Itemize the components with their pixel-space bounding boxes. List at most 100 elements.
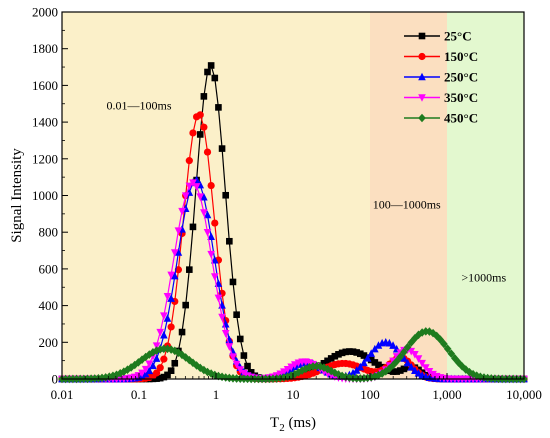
data-point: [407, 362, 416, 371]
t2-regions: [62, 12, 524, 379]
data-point: [418, 328, 426, 337]
data-point: [469, 369, 477, 379]
x-tick-label: 10,000: [506, 387, 542, 402]
data-point: [127, 363, 135, 372]
data-point: [400, 354, 408, 362]
data-point: [338, 349, 346, 357]
data-point: [167, 271, 175, 280]
data-point: [200, 209, 208, 217]
data-point: [186, 266, 193, 273]
data-point: [160, 373, 168, 381]
data-point: [178, 350, 186, 360]
data-point: [160, 312, 168, 320]
legend: 25°C 150°C 250°C 350°C 450°C: [404, 29, 478, 126]
data-point: [352, 366, 361, 374]
data-point: [229, 353, 237, 362]
region-labels: 0.01—100ms 100—1000ms >1000ms: [106, 98, 506, 284]
data-point: [185, 157, 193, 165]
data-point: [374, 370, 383, 380]
data-point: [353, 349, 360, 356]
data-point: [363, 354, 372, 362]
legend-marker: [418, 52, 426, 61]
data-point: [298, 366, 306, 375]
data-point: [152, 354, 161, 362]
y-axis-ticks: 0 200 400 600 800 1000 1200 1400 1600 1800 2000: [32, 5, 68, 387]
data-point: [421, 327, 430, 336]
data-point: [196, 111, 204, 119]
data-point: [375, 361, 382, 369]
y-tick-label: 600: [39, 261, 59, 276]
data-point: [163, 293, 172, 301]
data-point: [170, 271, 179, 280]
region-label-1: 0.01—100ms: [106, 98, 171, 112]
data-point: [403, 358, 412, 367]
data-point: [356, 350, 364, 358]
data-point: [244, 362, 251, 370]
legend-label: 350°C: [444, 90, 478, 105]
data-point: [134, 358, 143, 367]
data-point: [218, 313, 226, 322]
data-point: [178, 328, 186, 336]
data-point: [458, 362, 466, 371]
data-point: [141, 369, 150, 378]
data-point: [229, 278, 237, 286]
data-point: [342, 348, 350, 356]
data-point: [360, 358, 368, 367]
data-point: [374, 341, 383, 349]
legend-marker: [418, 113, 426, 123]
x-tick-label: 1,000: [432, 387, 461, 402]
data-point: [156, 374, 164, 382]
data-point: [225, 343, 234, 351]
data-point: [152, 342, 161, 350]
data-point: [367, 356, 375, 364]
data-point: [211, 219, 219, 227]
data-point: [149, 361, 157, 370]
data-point: [174, 227, 183, 235]
region-band-3: [447, 12, 524, 379]
data-point: [109, 371, 117, 381]
data-point: [181, 192, 190, 200]
data-point: [287, 371, 295, 380]
data-point: [360, 352, 368, 359]
data-point: [356, 362, 365, 371]
data-point: [145, 366, 154, 375]
data-point: [287, 363, 295, 372]
data-point: [145, 350, 154, 359]
data-point: [472, 371, 481, 380]
legend-label: 25°C: [444, 29, 472, 44]
x-tick-label: 100: [360, 387, 380, 402]
data-point: [192, 183, 201, 191]
data-point: [432, 331, 441, 341]
legend-label: 250°C: [444, 70, 478, 85]
data-point: [203, 148, 212, 156]
y-tick-label: 200: [39, 335, 59, 350]
data-point: [393, 368, 400, 375]
data-point: [196, 363, 205, 373]
data-point: [349, 368, 357, 377]
data-point: [152, 369, 161, 377]
legend-marker: [418, 94, 426, 102]
data-point: [210, 370, 219, 380]
data-point: [203, 228, 212, 237]
legend-item-150-c: 150°C: [404, 49, 478, 64]
data-point: [429, 328, 437, 338]
data-point: [192, 361, 201, 370]
data-point: [174, 248, 183, 256]
data-point: [363, 373, 372, 383]
data-point: [221, 330, 230, 338]
data-point: [327, 355, 335, 362]
data-point: [200, 93, 208, 100]
data-point: [182, 301, 189, 309]
data-point: [229, 373, 237, 383]
x-tick-label: 1: [213, 387, 220, 402]
region-band-2: [370, 12, 447, 379]
y-tick-label: 1600: [32, 78, 58, 93]
data-point: [222, 191, 230, 199]
data-point: [447, 349, 456, 358]
legend-item-450-c: 450°C: [404, 111, 478, 126]
data-point: [189, 129, 197, 137]
y-tick-label: 400: [39, 298, 59, 313]
data-point: [160, 355, 168, 363]
data-point: [120, 367, 128, 376]
y-tick-label: 0: [52, 372, 59, 387]
